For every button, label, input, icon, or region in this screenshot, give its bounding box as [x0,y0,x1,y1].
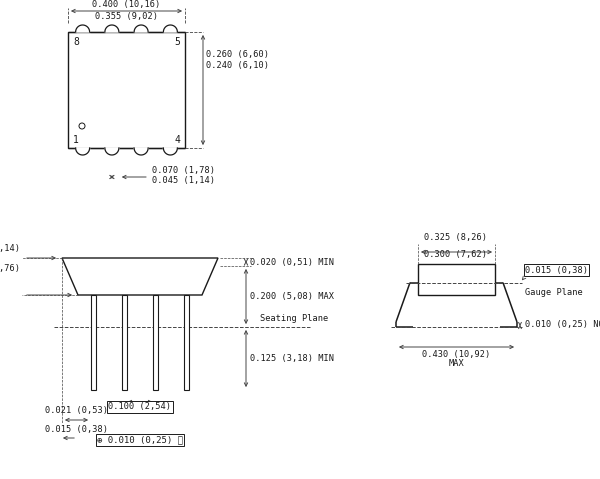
Text: 0.100 (2,54): 0.100 (2,54) [109,402,172,411]
Text: 0.260 (6,60): 0.260 (6,60) [206,49,269,58]
Text: 0.200 (5,08) MAX: 0.200 (5,08) MAX [250,292,334,301]
Polygon shape [105,148,119,155]
Text: ⊕ 0.010 (0,25) Ⓜ: ⊕ 0.010 (0,25) Ⓜ [97,435,183,445]
Bar [68,32,185,148]
Bar [91,295,96,390]
Text: 0.125 (3,18) MIN: 0.125 (3,18) MIN [250,354,334,363]
Text: 0.021 (0,53): 0.021 (0,53) [45,406,108,415]
Text: Seating Plane: Seating Plane [260,314,328,323]
Text: 0.240 (6,10): 0.240 (6,10) [206,60,269,69]
Polygon shape [76,148,89,155]
Text: 0.045 (1,14): 0.045 (1,14) [0,244,20,253]
Text: 0.300 (7,62): 0.300 (7,62) [424,250,487,259]
Text: 0.030 (0,76): 0.030 (0,76) [0,264,20,273]
Text: 0.355 (9,02): 0.355 (9,02) [95,11,158,21]
Text: 0.400 (10,16): 0.400 (10,16) [92,0,161,9]
Text: 4: 4 [174,135,180,145]
Text: 8: 8 [73,37,79,47]
Polygon shape [134,148,148,155]
Text: 0.010 (0,25) NOM: 0.010 (0,25) NOM [525,320,600,330]
Polygon shape [163,148,178,155]
Text: 0.430 (10,92): 0.430 (10,92) [422,350,491,359]
Bar [122,295,127,390]
Polygon shape [163,25,178,32]
Text: 0.015 (0,38): 0.015 (0,38) [525,265,588,274]
Bar [153,295,158,390]
Polygon shape [76,25,89,32]
Text: 0.015 (0,38): 0.015 (0,38) [45,425,108,434]
Text: 0.020 (0,51) MIN: 0.020 (0,51) MIN [250,258,334,266]
Polygon shape [134,25,148,32]
Polygon shape [105,25,119,32]
Text: 0.070 (1,78): 0.070 (1,78) [152,167,215,175]
Polygon shape [62,258,218,295]
Text: 5: 5 [174,37,180,47]
Text: MAX: MAX [449,359,464,368]
Text: 0.325 (8,26): 0.325 (8,26) [424,233,487,242]
Bar [418,264,495,295]
Text: Gauge Plane: Gauge Plane [525,287,583,297]
Text: 1: 1 [73,135,79,145]
Bar [184,295,189,390]
Text: 0.045 (1,14): 0.045 (1,14) [152,176,215,185]
